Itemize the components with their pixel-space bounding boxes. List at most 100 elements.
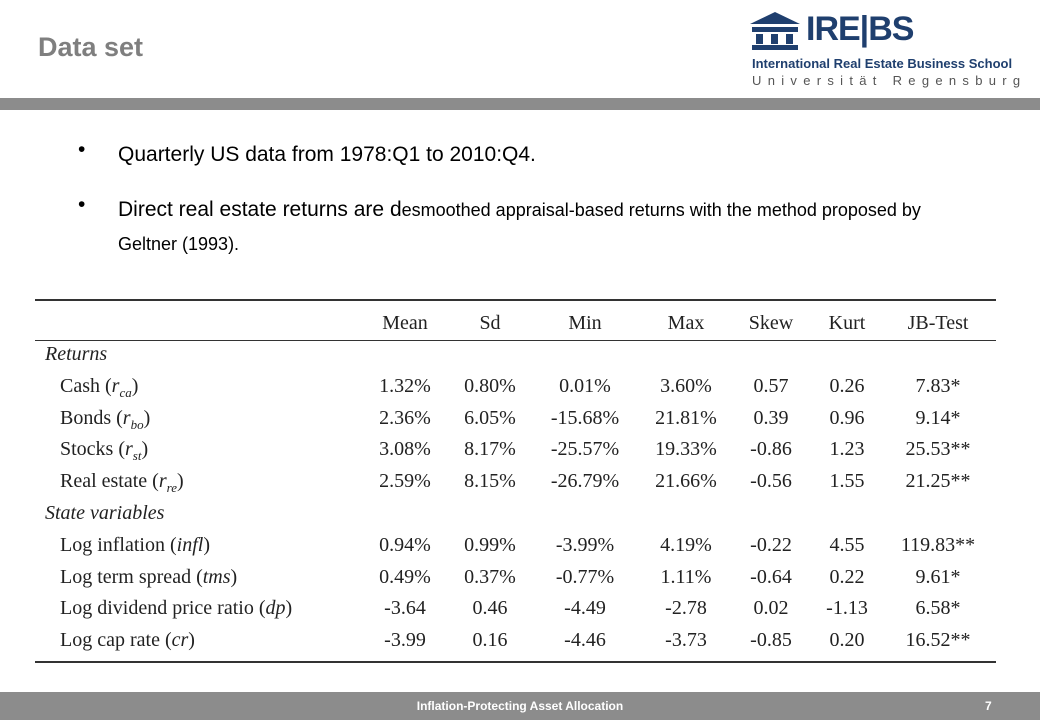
- table-cell: 1.55: [829, 470, 865, 493]
- table-cell: 9.14*: [915, 406, 961, 429]
- row-label: Log term spread (tms): [60, 566, 237, 589]
- row-label: Log cap rate (cr): [60, 629, 195, 652]
- label-text: Real estate (: [60, 470, 159, 493]
- table-cell: -0.56: [750, 470, 792, 493]
- rule: [35, 661, 996, 663]
- logo-university: Universität Regensburg: [752, 73, 1027, 88]
- label-text: ): [230, 565, 238, 588]
- table-cell: -25.57%: [550, 438, 620, 461]
- table-cell: 16.52**: [905, 629, 971, 652]
- column-header: Kurt: [828, 312, 866, 334]
- table-cell: 8.15%: [464, 470, 516, 493]
- header-bar: [0, 98, 1040, 110]
- row-label: Real estate (rre): [60, 470, 184, 496]
- label-text: ): [143, 406, 151, 429]
- column-header: Skew: [748, 312, 794, 334]
- math-symbol: r: [125, 438, 133, 461]
- table-cell: 3.60%: [660, 374, 712, 397]
- label-text: ): [177, 470, 184, 493]
- math-symbol: r: [122, 406, 131, 429]
- table-cell: -0.22: [750, 533, 792, 556]
- table-cell: -0.86: [750, 438, 792, 461]
- math-symbol: r: [158, 470, 167, 493]
- bullet-text: Quarterly US data from 1978:Q1 to 2010:Q…: [118, 138, 978, 172]
- table-cell: 1.23: [829, 438, 865, 461]
- table-cell: 1.11%: [660, 565, 712, 588]
- rule: [35, 340, 996, 341]
- table-cell: -3.73: [665, 629, 707, 652]
- table-cell: 119.83**: [900, 533, 976, 556]
- table-cell: 21.25**: [905, 470, 971, 493]
- text: Quarterly US data from 1978:Q1 to 2010:Q…: [118, 143, 536, 166]
- table-cell: 25.53**: [905, 438, 971, 461]
- table-cell: -4.49: [564, 597, 606, 620]
- logo-name: International Real Estate Business Schoo…: [752, 56, 1013, 71]
- table-cell: 0.49%: [379, 565, 431, 588]
- column-header: Min: [568, 312, 602, 334]
- table-cell: 0.26: [829, 374, 865, 397]
- math-symbol: tms: [202, 565, 231, 588]
- page-number: 7: [985, 699, 992, 713]
- logo-icon: [750, 12, 800, 50]
- column-header: Sd: [479, 312, 501, 334]
- table-cell: 6.05%: [464, 406, 516, 429]
- text: esmoothed appraisal-based returns with t…: [118, 200, 921, 254]
- text: Direct real estate returns are d: [118, 198, 402, 221]
- math-symbol: infl: [176, 533, 204, 556]
- table-cell: 0.02: [753, 597, 789, 620]
- table-cell: 0.37%: [464, 565, 516, 588]
- label-text: Bonds (: [60, 406, 123, 429]
- footer-text: Inflation-Protecting Asset Allocation: [416, 699, 624, 713]
- table-cell: -2.78: [665, 597, 707, 620]
- table-cell: 0.46: [472, 597, 508, 620]
- label-text: Log dividend price ratio (: [60, 597, 266, 620]
- table-cell: 0.99%: [464, 533, 516, 556]
- table-cell: 8.17%: [464, 438, 516, 461]
- table-cell: 2.36%: [379, 406, 431, 429]
- table-cell: -3.99: [384, 629, 426, 652]
- table-cell: -4.46: [564, 629, 606, 652]
- row-label: Cash (rca): [60, 375, 138, 401]
- table-cell: -0.77%: [555, 565, 615, 588]
- table-cell: 3.08%: [379, 438, 431, 461]
- table-cell: 1.32%: [379, 374, 431, 397]
- table-cell: -26.79%: [550, 470, 620, 493]
- math-subscript: bo: [130, 416, 144, 432]
- table-cell: 9.61*: [915, 565, 961, 588]
- table-cell: 2.59%: [379, 470, 431, 493]
- column-header: JB-Test: [907, 312, 969, 334]
- table-cell: 21.66%: [655, 470, 717, 493]
- label-text: Cash (: [60, 374, 112, 397]
- table-cell: 6.58*: [915, 597, 961, 620]
- label-text: Log inflation (: [60, 533, 177, 556]
- table-cell: -15.68%: [550, 406, 620, 429]
- table-cell: 4.55: [829, 533, 865, 556]
- section-title: State variables: [45, 502, 165, 524]
- table-cell: -0.64: [750, 565, 792, 588]
- table-cell: -0.85: [750, 629, 792, 652]
- section-title: Returns: [45, 343, 108, 365]
- label-text: ): [285, 597, 293, 620]
- math-symbol: cr: [171, 629, 189, 652]
- label-text: ): [141, 438, 149, 461]
- table-cell: 0.22: [829, 565, 865, 588]
- table-cell: -1.13: [826, 597, 868, 620]
- table-cell: 0.94%: [379, 533, 431, 556]
- row-label: Bonds (rbo): [60, 407, 150, 433]
- column-header: Max: [667, 312, 705, 334]
- column-header: Mean: [382, 312, 428, 334]
- math-subscript: st: [132, 448, 142, 464]
- table-cell: 4.19%: [660, 533, 712, 556]
- label-text: ): [203, 533, 210, 556]
- table-cell: 0.96: [829, 406, 865, 429]
- math-symbol: dp: [265, 597, 286, 620]
- table-cell: 21.81%: [655, 406, 717, 429]
- row-label: Log dividend price ratio (dp): [60, 597, 292, 620]
- table-cell: 0.39: [753, 406, 789, 429]
- math-subscript: ca: [119, 384, 132, 400]
- table-cell: -3.64: [384, 597, 426, 620]
- label-text: Log cap rate (: [60, 629, 172, 652]
- logo-mark: IRE|BS: [806, 10, 914, 48]
